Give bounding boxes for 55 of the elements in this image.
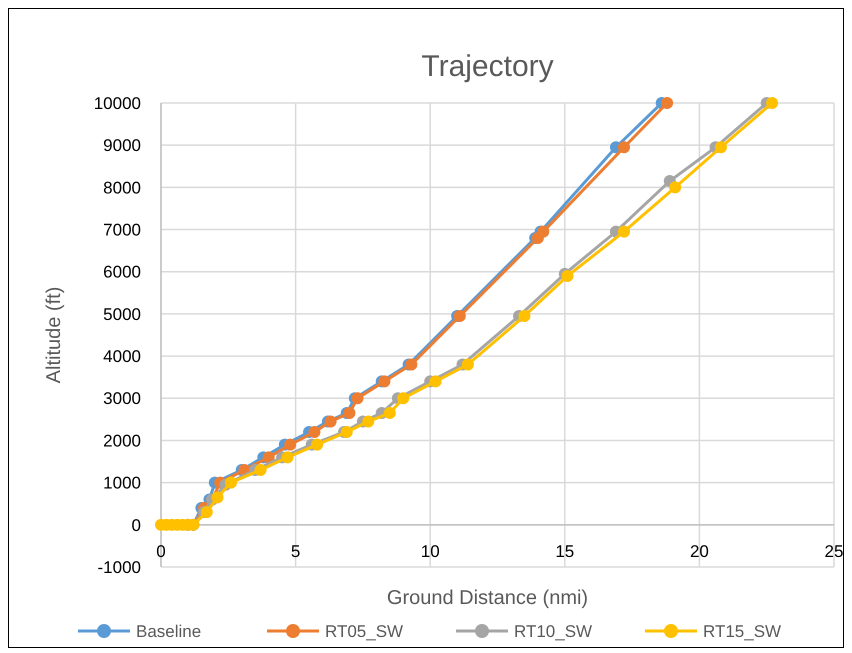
y-tick-label: 9000 <box>103 136 141 156</box>
y-tick-label: 8000 <box>103 178 141 198</box>
point <box>282 451 294 464</box>
point <box>537 226 550 238</box>
point <box>618 141 630 154</box>
point <box>343 407 356 420</box>
point <box>224 476 237 489</box>
point <box>714 141 727 154</box>
y-tick-label: 1000 <box>103 474 141 493</box>
point <box>430 375 442 388</box>
point <box>384 407 396 420</box>
y-tick-label: 3000 <box>103 389 141 408</box>
legend-label: RT15_SW <box>703 622 782 641</box>
x-tick-label: 0 <box>156 542 166 561</box>
point <box>362 415 374 428</box>
x-tick-label: 25 <box>824 542 844 561</box>
point <box>311 438 324 451</box>
legend-label: RT10_SW <box>514 622 592 641</box>
point <box>766 97 778 109</box>
point <box>254 464 267 476</box>
point <box>352 392 364 404</box>
point <box>518 310 530 322</box>
x-tick-label: 5 <box>290 542 300 561</box>
chart-title: Trajectory <box>421 50 554 83</box>
point <box>378 375 390 388</box>
y-tick-label: 4000 <box>103 347 141 366</box>
y-tick-label: 2000 <box>103 431 141 450</box>
point <box>561 270 574 282</box>
y-axis-title: Altitude (ft) <box>43 286 65 384</box>
point <box>308 426 320 438</box>
point <box>618 226 630 238</box>
y-tick-label: 0 <box>132 516 141 535</box>
y-tick-label: 10000 <box>94 94 141 113</box>
point <box>454 310 466 322</box>
point <box>462 358 474 371</box>
legend-label: RT05_SW <box>325 622 404 641</box>
point <box>669 181 682 194</box>
y-tick-label: 5000 <box>103 304 141 324</box>
point <box>397 392 410 404</box>
point <box>200 506 213 518</box>
x-tick-label: 15 <box>555 542 574 561</box>
point <box>284 438 296 451</box>
x-tick-label: 20 <box>690 542 709 561</box>
y-tick-label: 6000 <box>103 262 141 282</box>
legend-label: Baseline <box>136 622 202 641</box>
point <box>340 426 353 438</box>
x-tick-label: 10 <box>420 542 440 561</box>
point <box>262 451 275 464</box>
x-axis-title: Ground Distance (nmi) <box>386 587 588 609</box>
point <box>405 358 418 371</box>
point <box>324 415 337 428</box>
point <box>661 97 674 109</box>
point <box>212 491 224 504</box>
y-tick-label: -1000 <box>98 558 141 577</box>
y-tick-label: 7000 <box>103 220 141 240</box>
